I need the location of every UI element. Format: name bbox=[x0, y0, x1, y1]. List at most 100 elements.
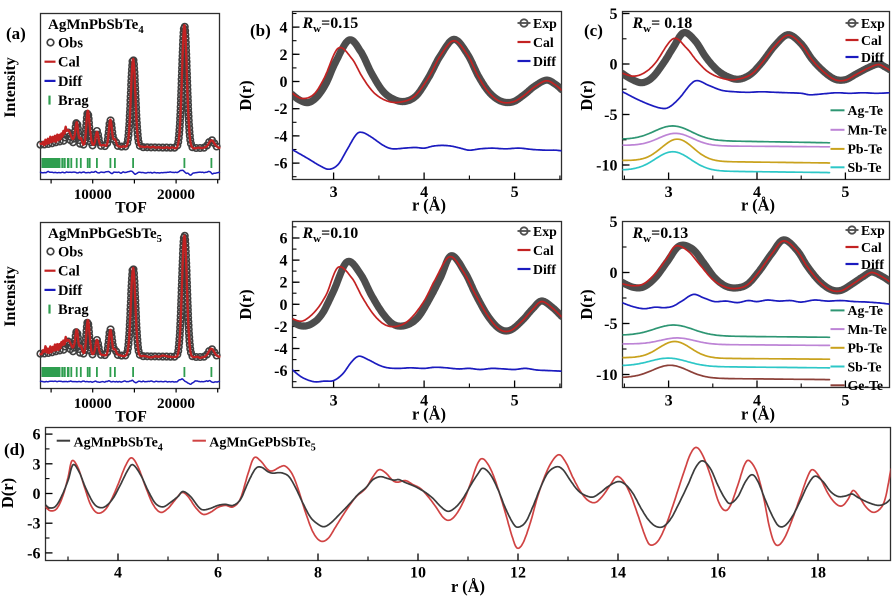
svg-text:Cal: Cal bbox=[533, 35, 554, 50]
svg-text:r (Å): r (Å) bbox=[741, 405, 775, 424]
svg-text:8: 8 bbox=[314, 565, 322, 582]
svg-text:0: 0 bbox=[33, 486, 41, 503]
svg-text:(b): (b) bbox=[250, 21, 271, 40]
svg-text:r (Å): r (Å) bbox=[412, 405, 446, 424]
svg-text:-10: -10 bbox=[596, 158, 617, 175]
svg-text:Cal: Cal bbox=[533, 243, 554, 258]
svg-text:Intensity: Intensity bbox=[2, 266, 19, 326]
svg-text:Sb-Te: Sb-Te bbox=[848, 160, 882, 175]
svg-text:0: 0 bbox=[610, 57, 618, 74]
svg-text:3: 3 bbox=[330, 393, 338, 410]
svg-text:3: 3 bbox=[665, 184, 673, 201]
svg-text:12: 12 bbox=[510, 565, 526, 582]
svg-text:4: 4 bbox=[280, 253, 288, 270]
svg-text:6: 6 bbox=[280, 231, 288, 248]
svg-text:Cal: Cal bbox=[861, 240, 882, 255]
svg-text:(a): (a) bbox=[6, 24, 26, 43]
svg-text:-6: -6 bbox=[27, 545, 40, 562]
svg-text:Pb-Te: Pb-Te bbox=[848, 142, 883, 157]
svg-text:Exp: Exp bbox=[861, 223, 885, 238]
svg-text:D(r): D(r) bbox=[236, 80, 255, 110]
svg-text:16: 16 bbox=[710, 565, 726, 582]
svg-text:4: 4 bbox=[420, 184, 428, 201]
svg-text:5: 5 bbox=[511, 184, 519, 201]
svg-text:Rw=0.15: Rw=0.15 bbox=[302, 15, 359, 35]
svg-text:3: 3 bbox=[665, 393, 673, 410]
svg-text:5: 5 bbox=[610, 214, 618, 231]
svg-text:3: 3 bbox=[330, 184, 338, 201]
svg-text:18: 18 bbox=[810, 565, 826, 582]
svg-text:TOF: TOF bbox=[115, 409, 147, 426]
svg-text:Cal: Cal bbox=[58, 55, 80, 71]
svg-text:(d): (d) bbox=[4, 440, 25, 459]
svg-text:3: 3 bbox=[33, 456, 41, 473]
svg-text:6: 6 bbox=[33, 427, 41, 444]
svg-text:Brag: Brag bbox=[58, 93, 89, 109]
svg-text:Exp: Exp bbox=[533, 16, 557, 31]
svg-text:14: 14 bbox=[610, 565, 626, 582]
svg-text:AgMnPbSbTe4: AgMnPbSbTe4 bbox=[48, 17, 144, 36]
svg-text:Exp: Exp bbox=[533, 224, 557, 239]
svg-text:Exp: Exp bbox=[861, 16, 885, 31]
svg-text:Cal: Cal bbox=[58, 264, 80, 280]
svg-text:5: 5 bbox=[511, 393, 519, 410]
svg-text:Diff: Diff bbox=[533, 54, 556, 69]
svg-text:r (Å): r (Å) bbox=[741, 196, 775, 215]
svg-text:4: 4 bbox=[280, 20, 288, 37]
svg-text:Rw=0.10: Rw=0.10 bbox=[302, 225, 359, 245]
svg-text:-5: -5 bbox=[604, 107, 617, 124]
svg-text:2: 2 bbox=[280, 47, 288, 64]
svg-text:Rw=0.13: Rw=0.13 bbox=[632, 225, 689, 245]
svg-text:5: 5 bbox=[841, 393, 849, 410]
svg-text:Diff: Diff bbox=[533, 262, 556, 277]
svg-text:D(r): D(r) bbox=[236, 289, 255, 319]
svg-text:r (Å): r (Å) bbox=[412, 196, 446, 215]
svg-text:Mn-Te: Mn-Te bbox=[848, 322, 887, 337]
svg-text:r (Å): r (Å) bbox=[451, 577, 485, 596]
svg-text:0: 0 bbox=[280, 297, 288, 314]
svg-text:-3: -3 bbox=[27, 516, 40, 533]
svg-text:5: 5 bbox=[841, 184, 849, 201]
svg-text:4: 4 bbox=[420, 393, 428, 410]
svg-text:Ag-Te: Ag-Te bbox=[848, 303, 884, 318]
svg-text:-2: -2 bbox=[274, 319, 287, 336]
svg-text:10: 10 bbox=[410, 565, 426, 582]
svg-text:Ag-Te: Ag-Te bbox=[848, 103, 884, 118]
svg-text:-2: -2 bbox=[274, 101, 287, 118]
svg-text:20000: 20000 bbox=[157, 186, 195, 203]
svg-text:-4: -4 bbox=[274, 128, 287, 145]
svg-text:20000: 20000 bbox=[157, 395, 195, 412]
svg-text:Mn-Te: Mn-Te bbox=[848, 123, 887, 138]
svg-text:5: 5 bbox=[610, 6, 618, 23]
svg-text:D(r): D(r) bbox=[577, 289, 596, 319]
svg-text:Pb-Te: Pb-Te bbox=[848, 341, 883, 356]
svg-text:Diff: Diff bbox=[861, 257, 884, 272]
svg-text:Diff: Diff bbox=[58, 283, 82, 299]
svg-text:-4: -4 bbox=[274, 341, 287, 358]
svg-text:0: 0 bbox=[280, 74, 288, 91]
svg-text:4: 4 bbox=[114, 565, 122, 582]
svg-text:(c): (c) bbox=[584, 21, 603, 40]
svg-text:-5: -5 bbox=[604, 316, 617, 333]
svg-text:Obs: Obs bbox=[58, 245, 83, 261]
svg-text:AgMnPbSbTe4: AgMnPbSbTe4 bbox=[74, 436, 163, 454]
svg-text:Obs: Obs bbox=[58, 36, 83, 52]
svg-text:4: 4 bbox=[753, 184, 761, 201]
svg-text:Brag: Brag bbox=[58, 302, 89, 318]
svg-text:Diff: Diff bbox=[861, 50, 884, 65]
svg-text:AgMnPbGeSbTe5: AgMnPbGeSbTe5 bbox=[48, 226, 162, 245]
svg-text:-6: -6 bbox=[274, 363, 287, 380]
svg-text:-10: -10 bbox=[596, 367, 617, 384]
svg-text:Cal: Cal bbox=[861, 33, 882, 48]
svg-text:D(r): D(r) bbox=[0, 478, 17, 508]
svg-text:TOF: TOF bbox=[115, 200, 147, 217]
svg-text:Ge-Te: Ge-Te bbox=[848, 378, 884, 393]
svg-text:Diff: Diff bbox=[58, 74, 82, 90]
svg-text:AgMnGePbSbTe5: AgMnGePbSbTe5 bbox=[209, 436, 315, 454]
svg-text:10000: 10000 bbox=[74, 186, 112, 203]
svg-text:6: 6 bbox=[214, 565, 222, 582]
svg-text:D(r): D(r) bbox=[577, 80, 596, 110]
svg-text:0: 0 bbox=[610, 265, 618, 282]
svg-text:2: 2 bbox=[280, 275, 288, 292]
svg-text:Rw= 0.18: Rw= 0.18 bbox=[632, 15, 693, 35]
